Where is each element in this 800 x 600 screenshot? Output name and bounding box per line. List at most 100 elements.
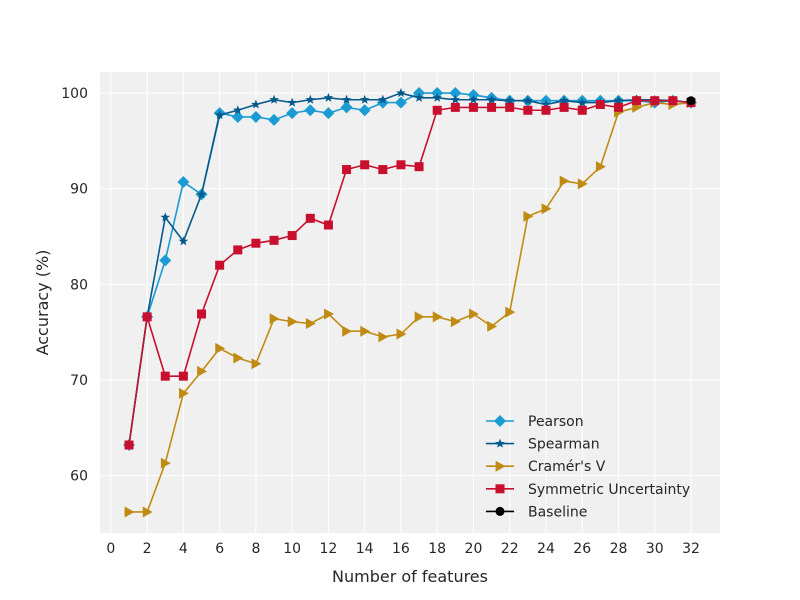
spearman-point [613, 95, 624, 105]
legend-item: Pearson [486, 414, 584, 430]
legend-label: Cramér's V [528, 459, 606, 475]
spearman-point [269, 94, 279, 104]
symmetric-uncertainty-point [378, 165, 388, 175]
x-tick-label: 4 [179, 541, 188, 557]
legend-item: Baseline [486, 504, 587, 520]
x-tick-label: 32 [682, 541, 700, 557]
y-tick-labels: 60 70 80 90 100 [61, 86, 88, 485]
y-tick-label: 100 [61, 86, 88, 102]
x-tick-label: 8 [251, 541, 260, 557]
spearman-point [559, 95, 569, 105]
legend-label: Baseline [528, 504, 587, 520]
spearman-point [486, 94, 497, 104]
cramers-v-point [487, 320, 498, 332]
cramers-v-point [505, 306, 516, 318]
cramers-v-point [360, 325, 371, 337]
cramers-v-point [595, 161, 606, 173]
symmetric-uncertainty-point [251, 238, 261, 248]
pearson-point [394, 96, 407, 109]
spearman-point [233, 105, 243, 115]
spearman-point [468, 94, 479, 104]
symmetric-uncertainty-point [505, 102, 515, 112]
symmetric-uncertainty-point [396, 160, 406, 170]
baseline-point [686, 96, 696, 106]
symmetric-uncertainty-point [414, 162, 424, 172]
symmetric-uncertainty-point [668, 96, 678, 106]
x-tick-label: 16 [392, 541, 410, 557]
cramers-v-point [577, 178, 588, 190]
symmetric-uncertainty-point [323, 220, 333, 230]
pearson-point [358, 104, 371, 117]
legend: Pearson Spearman Cramér's V Symmetric Uncer… [486, 414, 690, 520]
cramers-v-point [469, 308, 479, 320]
symmetric-uncertainty-point [595, 100, 605, 110]
x-axis-label: Number of features [332, 567, 488, 586]
pearson-point [286, 107, 299, 120]
cramers-v-point [142, 506, 153, 518]
cramers-v-point [269, 313, 280, 325]
symmetric-uncertainty-point [450, 102, 460, 112]
pearson-point [231, 110, 244, 123]
cramers-v-point [414, 311, 425, 323]
cramers-v-point [233, 352, 244, 364]
legend-swatch-marker [495, 484, 505, 494]
spearman-point [359, 94, 370, 104]
symmetric-uncertainty-point [577, 105, 587, 115]
cramers-v-point [324, 308, 334, 320]
cramers-v-point [124, 506, 135, 518]
cramers-v-point [251, 358, 262, 370]
symmetric-uncertainty-point [523, 105, 533, 115]
pearson-point [322, 107, 335, 120]
pearson-point [159, 254, 172, 267]
spearman-point [450, 94, 461, 104]
legend-swatch-marker [495, 460, 506, 472]
spearman-point [577, 97, 587, 107]
y-axis-label: Accuracy (%) [33, 250, 52, 356]
cramers-v-point [305, 318, 316, 330]
legend-swatch-marker [495, 438, 505, 448]
legend-item: Cramér's V [486, 459, 606, 475]
series-layer [123, 87, 697, 518]
x-tick-label: 0 [106, 541, 115, 557]
x-tick-label: 6 [215, 541, 224, 557]
symmetric-uncertainty-point [305, 213, 315, 223]
spearman-point [214, 110, 225, 120]
spearman-point [414, 92, 424, 102]
symmetric-uncertainty-point [468, 102, 478, 112]
baseline-series [686, 96, 696, 106]
x-tick-label: 28 [610, 541, 628, 557]
spearman-point [341, 94, 352, 104]
legend-item: Spearman [486, 437, 600, 453]
spearman-point [160, 212, 171, 222]
symmetric-uncertainty-point [142, 312, 152, 322]
symmetric-uncertainty-point [613, 102, 623, 112]
symmetric-uncertainty-point [650, 96, 660, 106]
symmetric-uncertainty-point [432, 105, 442, 115]
cramers-v-point [215, 342, 226, 354]
symmetric-uncertainty-point [541, 105, 551, 115]
symmetric-uncertainty-point [287, 231, 297, 241]
symmetric-uncertainty-point [215, 260, 225, 270]
cramers-v-point [342, 325, 353, 337]
symmetric-uncertainty-point [160, 371, 170, 381]
symmetric-uncertainty-point [178, 371, 188, 381]
cramers-v-point [523, 210, 534, 222]
pearson-point [449, 87, 462, 100]
cramers-v-point [160, 457, 171, 469]
cramers-v-point [178, 387, 189, 399]
spearman-point [196, 189, 207, 199]
cramers-v-point [378, 331, 389, 343]
legend-label: Pearson [528, 414, 584, 430]
spearman-point [305, 94, 316, 104]
cramers-v-point [450, 316, 461, 328]
cramers-v-point [287, 316, 298, 328]
plot-background [100, 72, 720, 533]
legend-swatch-marker [494, 415, 506, 427]
spearman-point [504, 95, 515, 105]
cramers-v-point [197, 365, 208, 377]
spearman-point [287, 97, 297, 107]
symmetric-uncertainty-point [487, 102, 497, 112]
x-tick-label: 30 [646, 541, 664, 557]
pearson-point [177, 175, 190, 188]
x-tick-label: 2 [143, 541, 152, 557]
